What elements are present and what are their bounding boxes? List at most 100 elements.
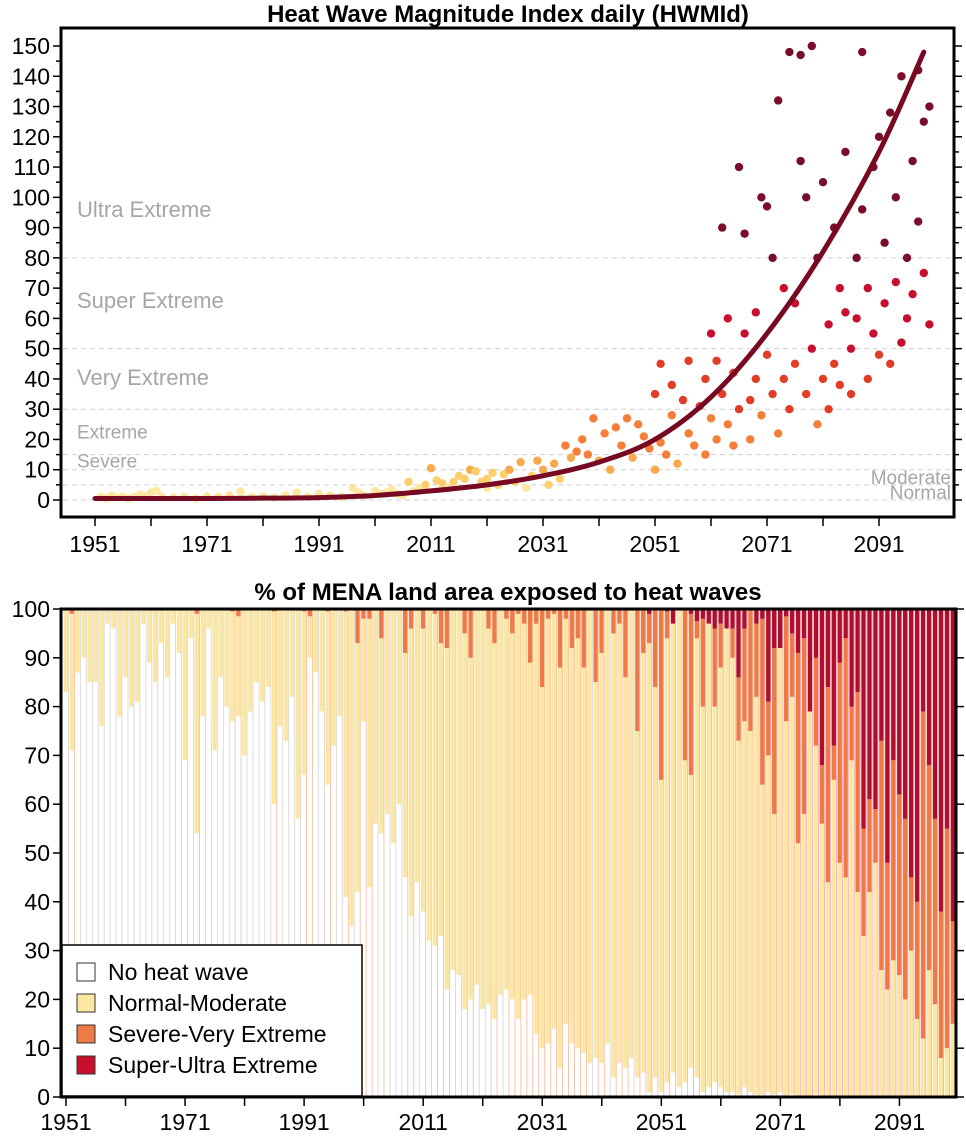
bar-segment-severe-very-extreme: [908, 877, 914, 951]
bar-segment-normal-moderate: [676, 609, 682, 1088]
x-tick-label: 2031: [517, 1109, 568, 1135]
bar-segment-no-heat-wave: [444, 989, 449, 1097]
bar-segment-no-heat-wave: [706, 1087, 711, 1097]
bar-segment-normal-moderate: [271, 611, 277, 805]
bar-segment-no-heat-wave: [688, 1067, 694, 1097]
bar-segment-normal-moderate: [539, 687, 545, 1049]
scatter-point: [589, 414, 598, 423]
bar-segment-normal-moderate: [641, 652, 646, 1073]
bar-segment-severe-very-extreme: [539, 609, 545, 688]
scatter-point: [902, 253, 912, 263]
scatter-point: [505, 465, 514, 474]
scatter-point: [919, 268, 928, 278]
bar-segment-severe-very-extreme: [593, 609, 598, 683]
scatter-point: [387, 485, 396, 494]
bar-segment-normal-moderate: [861, 935, 866, 1097]
scatter-point: [667, 380, 676, 390]
bar-segment-normal-moderate: [99, 609, 104, 727]
bar-segment-normal-moderate: [93, 609, 98, 683]
y-tick-label: 100: [12, 184, 50, 210]
bar-segment-severe-very-extreme: [700, 618, 705, 707]
bar-segment-no-heat-wave: [468, 999, 473, 1097]
bar-segment-severe-very-extreme: [194, 609, 199, 614]
bar-segment-normal-moderate: [617, 623, 622, 1063]
bar-segment-severe-very-extreme: [783, 616, 789, 722]
bar-segment-super-ultra-extreme: [670, 609, 676, 624]
scatter-point: [734, 162, 744, 172]
bar-segment-no-heat-wave: [563, 1023, 569, 1097]
bar-segment-no-heat-wave: [206, 628, 211, 1097]
bar-segment-severe-very-extreme: [950, 921, 955, 1024]
bar-segment-normal-moderate: [766, 755, 771, 1093]
legend-label: Normal-Moderate: [108, 990, 287, 1016]
bar-segment-no-heat-wave: [414, 882, 420, 1097]
scatter-point: [690, 441, 699, 450]
bar-segment-normal-moderate: [396, 609, 402, 805]
bar-segment-normal-moderate: [146, 609, 152, 663]
bar-segment-super-ultra-extreme: [891, 609, 896, 761]
y-tick-label: 60: [24, 791, 50, 817]
bar-segment-normal-moderate: [373, 609, 378, 824]
scatter-point: [925, 102, 934, 111]
scatter-point: [656, 359, 665, 368]
bar-segment-no-heat-wave: [420, 911, 426, 1097]
bar-segment-no-heat-wave: [361, 721, 366, 1097]
scatter-point: [706, 329, 716, 338]
scatter-point: [869, 329, 878, 338]
bar-segment-normal-moderate: [718, 667, 723, 1088]
hwmid-scatter-chart: Heat Wave Magnitude Index daily (HWMId) …: [12, 1, 962, 557]
scatter-point: [858, 47, 867, 57]
y-tick-label: 90: [24, 215, 50, 241]
bar-segment-normal-moderate: [926, 970, 932, 1097]
bar-segment-severe-very-extreme: [611, 609, 616, 634]
bar-segment-super-ultra-extreme: [801, 609, 807, 639]
bar-segment-severe-very-extreme: [647, 613, 652, 644]
bar-segment-normal-moderate: [444, 648, 449, 990]
bar-segment-normal-moderate: [176, 609, 182, 653]
bar-segment-normal-moderate: [408, 628, 414, 917]
bar-segment-normal-moderate: [498, 609, 503, 995]
bar-segment-no-heat-wave: [75, 672, 80, 1097]
y-tick-label: 110: [13, 154, 50, 180]
bar-segment-severe-very-extreme: [575, 609, 580, 639]
bar-segment-normal-moderate: [81, 609, 86, 658]
bar-segment-severe-very-extreme: [468, 609, 473, 658]
bar-segment-no-heat-wave: [283, 740, 289, 1097]
bar-segment-no-heat-wave: [748, 1092, 753, 1097]
scatter-point: [583, 450, 592, 459]
scatter-point: [908, 156, 917, 166]
bar-segment-severe-very-extreme: [236, 609, 241, 617]
scatter-point: [779, 283, 788, 293]
scatter-point: [617, 441, 626, 450]
bar-segment-severe-very-extreme: [379, 609, 384, 639]
bar-segment-normal-moderate: [277, 609, 283, 727]
bar-segment-normal-moderate: [611, 633, 616, 1078]
scatter-point: [555, 474, 564, 484]
bar-segment-severe-very-extreme: [837, 662, 842, 863]
bar-segment-no-heat-wave: [635, 1077, 640, 1097]
bar-segment-normal-moderate: [218, 609, 223, 678]
bar-segment-no-heat-wave: [313, 672, 318, 1097]
bar-segment-super-ultra-extreme: [926, 609, 932, 766]
bar-segment-severe-very-extreme: [635, 609, 640, 731]
bar-segment-normal-moderate: [706, 623, 711, 1088]
bar-segment-normal-moderate: [337, 609, 342, 717]
bar-segment-no-heat-wave: [623, 1067, 628, 1097]
y-tick-label: 50: [24, 840, 50, 866]
bar-segment-no-heat-wave: [170, 623, 176, 1097]
x-tick-label: 1991: [279, 1109, 330, 1135]
bar-segment-normal-moderate: [712, 706, 717, 1083]
bar-segment-super-ultra-extreme: [855, 609, 860, 692]
bar-segment-severe-very-extreme: [355, 609, 360, 644]
bar-segment-no-heat-wave: [516, 1018, 521, 1097]
bar-segment-no-heat-wave: [581, 1053, 586, 1097]
bar-segment-normal-moderate: [170, 609, 176, 624]
bar-segment-severe-very-extreme: [688, 613, 694, 775]
bar-segment-super-ultra-extreme: [843, 609, 848, 639]
scatter-point: [662, 450, 671, 459]
bar-segment-severe-very-extreme: [730, 628, 735, 658]
bar-segment-normal-moderate: [652, 687, 658, 1078]
bar-segment-severe-very-extreme: [486, 609, 491, 629]
bar-segment-super-ultra-extreme: [914, 609, 920, 902]
bar-segment-normal-moderate: [319, 609, 324, 712]
